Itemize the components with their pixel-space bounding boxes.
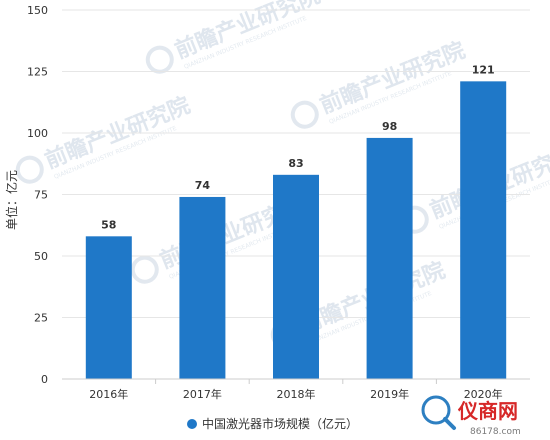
x-tick-label: 2016年 — [89, 387, 128, 401]
brand-url: 86178.com — [470, 427, 521, 437]
brand-logo: 仪商网 86178.com — [421, 395, 521, 437]
data-labels: 58 74 83 98 121 — [101, 63, 495, 231]
y-tick-label: 50 — [34, 250, 48, 263]
bar — [366, 137, 413, 379]
data-label: 74 — [195, 179, 211, 192]
x-tick-label: 2020年 — [464, 387, 503, 401]
legend-label: 中国激光器市场规模（亿元） — [202, 416, 358, 431]
y-axis-title: 单位：亿元 — [4, 170, 19, 230]
data-label: 121 — [472, 63, 495, 76]
bars — [85, 81, 507, 379]
data-label: 98 — [382, 120, 397, 133]
y-tick-label: 0 — [41, 373, 48, 386]
y-tick-label: 100 — [27, 127, 48, 140]
y-tick-label: 150 — [27, 4, 48, 17]
y-tick-label: 125 — [27, 66, 48, 79]
data-label: 58 — [101, 218, 116, 231]
bar — [179, 196, 226, 379]
legend: 中国激光器市场规模（亿元） — [187, 416, 358, 431]
bar — [460, 81, 507, 379]
y-axis-ticks: 0 25 50 75 100 125 150 — [27, 4, 48, 386]
x-tick-label: 2018年 — [277, 387, 316, 401]
y-tick-label: 25 — [34, 312, 48, 325]
magnifier-icon — [421, 395, 456, 430]
x-tick-label: 2019年 — [370, 387, 409, 401]
bar — [85, 236, 132, 379]
data-label: 83 — [288, 157, 303, 170]
legend-marker — [187, 419, 197, 429]
x-axis-ticks: 2016年 2017年 2018年 2019年 2020年 — [89, 379, 503, 401]
bar — [273, 174, 319, 379]
y-tick-label: 75 — [34, 189, 48, 202]
x-tick-label: 2017年 — [183, 387, 222, 401]
brand-name: 仪商网 — [457, 399, 518, 423]
